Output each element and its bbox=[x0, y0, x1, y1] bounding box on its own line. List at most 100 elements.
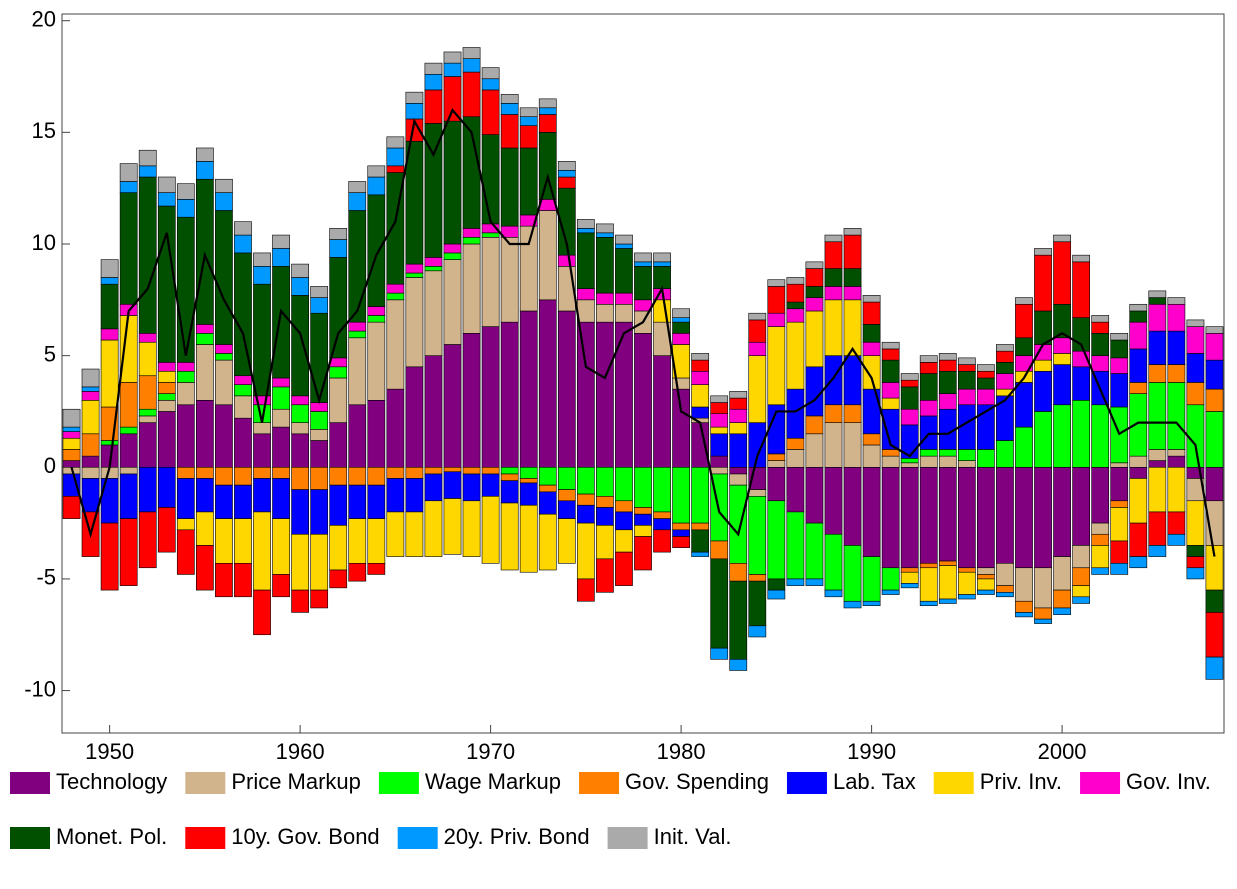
bar-segment bbox=[805, 286, 824, 298]
bar-segment bbox=[1148, 466, 1167, 513]
bar-segment bbox=[157, 393, 176, 401]
bar-segment bbox=[1129, 556, 1148, 569]
bar-segment bbox=[843, 228, 862, 236]
bar-segment bbox=[253, 478, 271, 513]
bar-segment bbox=[538, 132, 557, 200]
bar-segment bbox=[881, 567, 900, 591]
bar-segment bbox=[996, 373, 1014, 390]
bar-segment bbox=[672, 522, 690, 531]
bar-segment bbox=[500, 466, 519, 475]
bar-segment bbox=[329, 239, 348, 258]
bar-segment bbox=[1072, 545, 1091, 569]
bar-segment bbox=[691, 353, 710, 361]
bar-segment bbox=[1034, 254, 1052, 312]
bar-segment bbox=[81, 478, 100, 513]
bar-segment bbox=[443, 51, 462, 64]
bar-segment bbox=[253, 589, 271, 636]
bar-segment bbox=[1186, 404, 1205, 468]
bar-segment bbox=[176, 466, 195, 479]
bar-segment bbox=[824, 404, 843, 423]
bar-segment bbox=[1205, 612, 1224, 658]
bar-segment bbox=[1072, 261, 1091, 318]
bar-segment bbox=[367, 562, 386, 575]
bar-segment bbox=[481, 473, 500, 497]
bar-segment bbox=[234, 221, 252, 236]
bar-segment bbox=[710, 402, 729, 414]
bar-segment bbox=[157, 399, 176, 412]
bar-segment bbox=[215, 562, 233, 598]
bar-segment bbox=[862, 433, 881, 446]
bar-segment bbox=[119, 315, 138, 383]
bar-segment bbox=[424, 466, 443, 475]
bar-segment bbox=[386, 165, 405, 173]
bar-segment bbox=[138, 176, 157, 334]
legend-label: Init. Val. bbox=[654, 824, 732, 849]
bar-segment bbox=[977, 364, 995, 372]
bar-segment bbox=[386, 283, 405, 294]
legend-label: Gov. Inv. bbox=[1126, 769, 1211, 794]
bar-segment bbox=[1167, 533, 1186, 546]
bar-segment bbox=[519, 225, 538, 312]
bar-segment bbox=[1167, 449, 1186, 457]
bar-segment bbox=[386, 478, 405, 513]
bar-segment bbox=[1129, 382, 1148, 394]
bar-segment bbox=[557, 176, 576, 189]
bar-segment bbox=[576, 578, 595, 602]
bar-segment bbox=[957, 594, 976, 600]
bar-segment bbox=[176, 216, 195, 363]
bar-segment bbox=[576, 228, 595, 234]
legend-swatch bbox=[378, 772, 419, 794]
bar-segment bbox=[348, 321, 367, 332]
bar-segment bbox=[538, 484, 557, 493]
bar-segment bbox=[538, 299, 557, 468]
bar-segment bbox=[1015, 567, 1033, 602]
bar-segment bbox=[881, 397, 900, 410]
bar-segment bbox=[843, 545, 862, 602]
bar-segment bbox=[881, 589, 900, 595]
bar-segment bbox=[786, 449, 805, 468]
bar-segment bbox=[272, 466, 290, 479]
bar-segment bbox=[862, 556, 881, 602]
bar-segment bbox=[843, 355, 862, 406]
bar-segment bbox=[538, 98, 557, 109]
bar-segment bbox=[1072, 567, 1091, 586]
bar-segment bbox=[272, 248, 290, 267]
bar-segment bbox=[1148, 303, 1167, 332]
bar-segment bbox=[405, 366, 424, 468]
bar-segment bbox=[176, 529, 195, 575]
bar-segment bbox=[996, 585, 1014, 593]
bar-segment bbox=[1072, 596, 1091, 604]
bar-segment bbox=[1072, 466, 1091, 546]
net-line bbox=[70, 107, 1216, 557]
bar-segment bbox=[786, 283, 805, 303]
bar-segment bbox=[272, 408, 290, 428]
bar-segment bbox=[272, 426, 290, 468]
bar-segment bbox=[1129, 522, 1148, 557]
bar-segment bbox=[348, 210, 367, 323]
bar-segment bbox=[329, 357, 348, 368]
bar-segment bbox=[996, 350, 1014, 363]
bar-segment bbox=[176, 478, 195, 519]
bar-segment bbox=[1034, 607, 1052, 620]
bar-segment bbox=[138, 165, 157, 178]
bar-segment bbox=[596, 321, 614, 468]
bar-segment bbox=[729, 580, 748, 660]
bar-segment bbox=[157, 466, 176, 508]
bar-segment bbox=[786, 511, 805, 580]
bar-segment bbox=[1148, 545, 1167, 557]
bar-segment bbox=[919, 455, 938, 468]
bar-segment bbox=[195, 333, 214, 345]
bar-segment bbox=[1072, 254, 1091, 263]
bar-segment bbox=[329, 466, 348, 486]
bar-segment bbox=[367, 315, 386, 323]
bar-segment bbox=[310, 589, 329, 609]
bar-segment bbox=[291, 489, 309, 535]
bar-segment bbox=[919, 373, 938, 401]
bar-segment bbox=[786, 321, 805, 390]
bar-segment bbox=[481, 134, 500, 225]
bar-segment bbox=[862, 295, 881, 303]
bar-segment bbox=[748, 489, 767, 497]
bar-segment bbox=[786, 388, 805, 439]
bar-segment bbox=[767, 578, 786, 591]
bar-segment bbox=[1091, 567, 1110, 575]
